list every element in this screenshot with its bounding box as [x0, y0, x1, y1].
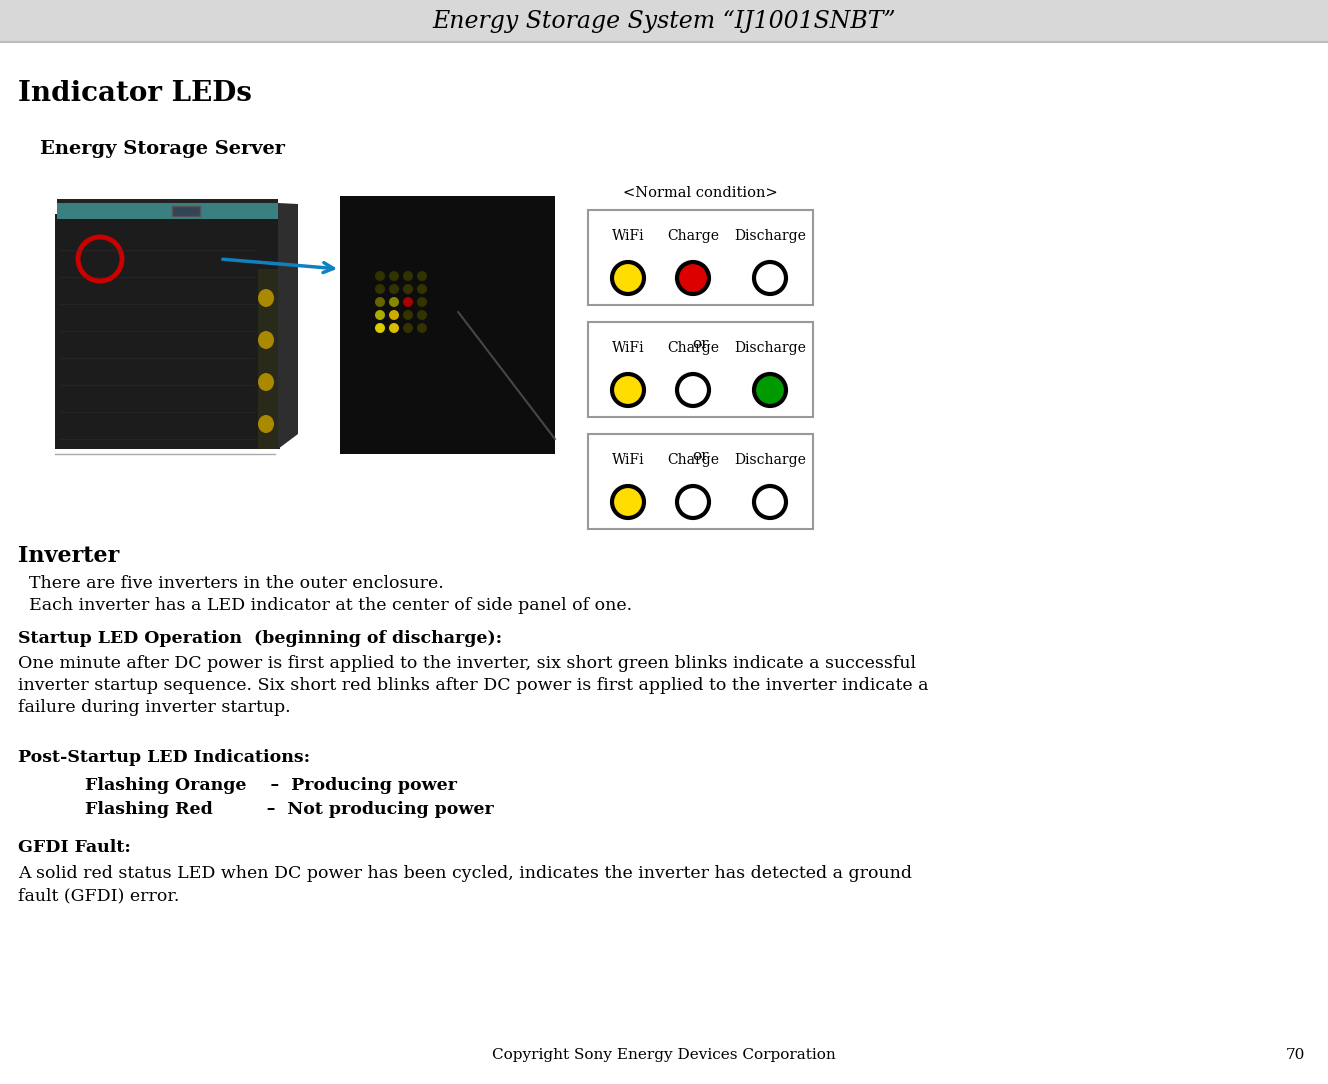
Bar — [54, 214, 280, 449]
Text: Inverter: Inverter — [19, 545, 120, 567]
Circle shape — [417, 284, 428, 294]
Text: fault (GFDI) error.: fault (GFDI) error. — [19, 887, 179, 904]
Ellipse shape — [258, 373, 274, 391]
Text: WiFi: WiFi — [612, 453, 644, 467]
Text: Copyright Sony Energy Devices Corporation: Copyright Sony Energy Devices Corporatio… — [493, 1048, 835, 1062]
Circle shape — [754, 262, 786, 294]
Circle shape — [612, 486, 644, 518]
Text: or: or — [692, 449, 709, 463]
Ellipse shape — [258, 331, 274, 349]
Bar — [340, 196, 555, 454]
Text: WiFi: WiFi — [612, 229, 644, 243]
Text: Discharge: Discharge — [734, 453, 806, 467]
Text: Flashing Red         –  Not producing power: Flashing Red – Not producing power — [85, 801, 494, 818]
Circle shape — [402, 297, 413, 307]
Bar — [57, 199, 278, 203]
Text: 70: 70 — [1286, 1048, 1305, 1062]
Text: inverter startup sequence. Six short red blinks after DC power is first applied : inverter startup sequence. Six short red… — [19, 678, 928, 694]
Text: failure during inverter startup.: failure during inverter startup. — [19, 699, 291, 717]
Bar — [173, 206, 201, 216]
Polygon shape — [278, 203, 297, 449]
Text: Each inverter has a LED indicator at the center of side panel of one.: Each inverter has a LED indicator at the… — [19, 597, 632, 614]
Circle shape — [677, 486, 709, 518]
Text: Charge: Charge — [667, 229, 718, 243]
Circle shape — [402, 323, 413, 333]
Circle shape — [374, 297, 385, 307]
Circle shape — [389, 323, 398, 333]
Text: or: or — [692, 337, 709, 351]
Circle shape — [677, 262, 709, 294]
Text: Discharge: Discharge — [734, 341, 806, 354]
Circle shape — [402, 271, 413, 281]
Text: Indicator LEDs: Indicator LEDs — [19, 80, 252, 107]
Circle shape — [389, 310, 398, 320]
Text: Post-Startup LED Indications:: Post-Startup LED Indications: — [19, 749, 311, 766]
Text: Energy Storage Server: Energy Storage Server — [40, 140, 286, 158]
Ellipse shape — [258, 289, 274, 307]
Text: WiFi: WiFi — [612, 341, 644, 354]
Text: <Normal condition>: <Normal condition> — [623, 186, 778, 201]
Circle shape — [612, 374, 644, 406]
Text: GFDI Fault:: GFDI Fault: — [19, 839, 131, 856]
Circle shape — [374, 323, 385, 333]
Circle shape — [389, 284, 398, 294]
Bar — [588, 434, 813, 529]
Circle shape — [417, 271, 428, 281]
Text: Energy Storage System “IJ1001SNBT”: Energy Storage System “IJ1001SNBT” — [432, 10, 896, 33]
Ellipse shape — [258, 415, 274, 433]
Bar — [588, 322, 813, 417]
Bar — [57, 201, 278, 219]
Circle shape — [389, 297, 398, 307]
Circle shape — [417, 297, 428, 307]
Circle shape — [374, 284, 385, 294]
Bar — [0, 0, 1328, 42]
Text: There are five inverters in the outer enclosure.: There are five inverters in the outer en… — [19, 575, 444, 592]
Text: A solid red status LED when DC power has been cycled, indicates the inverter has: A solid red status LED when DC power has… — [19, 865, 912, 882]
Text: Charge: Charge — [667, 453, 718, 467]
Text: Startup LED Operation  (beginning of discharge):: Startup LED Operation (beginning of disc… — [19, 630, 502, 647]
Circle shape — [402, 310, 413, 320]
Bar — [588, 210, 813, 305]
Circle shape — [754, 374, 786, 406]
Circle shape — [612, 262, 644, 294]
Circle shape — [677, 374, 709, 406]
Circle shape — [374, 271, 385, 281]
Text: Flashing Orange    –  Producing power: Flashing Orange – Producing power — [85, 777, 457, 793]
Circle shape — [417, 323, 428, 333]
Circle shape — [754, 486, 786, 518]
Text: Charge: Charge — [667, 341, 718, 354]
Circle shape — [417, 310, 428, 320]
Bar — [258, 269, 278, 449]
Circle shape — [402, 284, 413, 294]
Circle shape — [389, 271, 398, 281]
Text: One minute after DC power is first applied to the inverter, six short green blin: One minute after DC power is first appli… — [19, 655, 916, 672]
Circle shape — [374, 310, 385, 320]
Text: Discharge: Discharge — [734, 229, 806, 243]
